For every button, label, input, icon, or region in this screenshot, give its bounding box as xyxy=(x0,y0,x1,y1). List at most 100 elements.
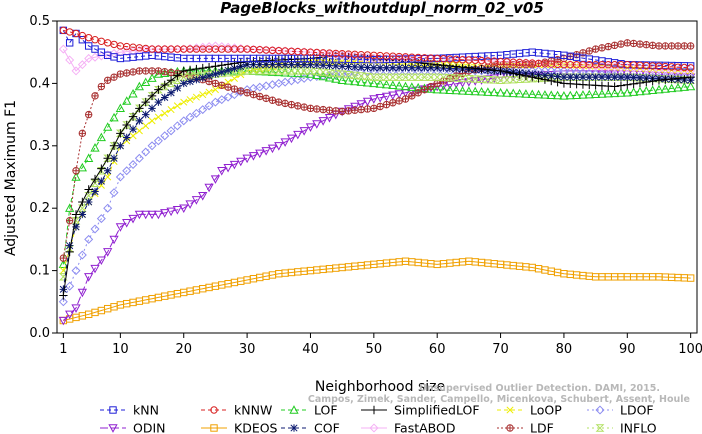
data-point xyxy=(103,122,113,131)
data-point xyxy=(185,200,195,209)
data-point xyxy=(179,116,189,126)
plot-layer: 0.0 0.1 0.2 0.3 0.4 0.5 1 10 20 30 40 50 60 70 80 90 100 xyxy=(29,14,702,357)
data-point xyxy=(604,73,612,81)
data-point xyxy=(343,76,354,85)
data-point xyxy=(407,73,417,81)
data-point xyxy=(476,86,487,96)
data-point xyxy=(294,102,302,110)
data-point xyxy=(565,60,575,70)
y-tick-label: 0.4 xyxy=(29,76,50,91)
data-point xyxy=(635,86,645,96)
data-point xyxy=(97,82,106,91)
data-point xyxy=(223,92,233,102)
data-point xyxy=(616,81,626,90)
data-point xyxy=(116,129,125,138)
data-point xyxy=(91,92,99,100)
data-point xyxy=(230,64,239,73)
data-point xyxy=(179,66,188,76)
data-point xyxy=(65,247,74,257)
data-point xyxy=(495,87,506,97)
data-point xyxy=(205,88,213,96)
data-point xyxy=(616,88,626,97)
data-point xyxy=(610,41,619,50)
data-point xyxy=(299,67,309,75)
data-point xyxy=(686,81,696,91)
data-point xyxy=(521,71,531,81)
data-point xyxy=(300,60,308,69)
legend-label: SimplifiedLOF xyxy=(394,403,480,418)
x-tick-label: 80 xyxy=(556,342,573,357)
data-point xyxy=(534,74,543,83)
data-point xyxy=(141,147,151,157)
data-point xyxy=(147,91,157,101)
data-point xyxy=(191,196,202,205)
data-point xyxy=(489,87,499,97)
data-point xyxy=(375,79,385,88)
data-point xyxy=(77,250,87,260)
data-point xyxy=(186,77,194,86)
data-point xyxy=(464,86,474,95)
data-point xyxy=(325,61,334,70)
data-point xyxy=(655,42,663,50)
data-point xyxy=(91,36,99,44)
data-point xyxy=(661,42,670,50)
data-point xyxy=(280,67,290,75)
data-point xyxy=(135,117,144,125)
data-point xyxy=(199,91,207,99)
series-loop xyxy=(59,58,695,275)
data-point xyxy=(58,273,68,281)
data-point xyxy=(395,64,403,72)
data-point xyxy=(173,102,181,110)
data-point xyxy=(71,304,81,313)
data-point xyxy=(413,73,423,81)
data-point xyxy=(350,102,360,112)
data-point xyxy=(502,76,512,84)
data-point xyxy=(667,83,677,93)
data-point xyxy=(370,104,378,113)
data-point xyxy=(667,42,676,50)
legend-label: LDOF xyxy=(620,403,654,418)
data-point xyxy=(623,73,631,81)
data-point xyxy=(147,141,157,151)
data-point xyxy=(636,74,644,82)
legend-marker xyxy=(290,424,298,432)
data-point xyxy=(255,67,265,75)
data-point xyxy=(369,78,379,88)
data-point xyxy=(84,33,93,42)
data-point xyxy=(116,70,125,78)
data-point xyxy=(142,67,150,75)
data-point xyxy=(160,68,170,77)
data-point xyxy=(211,79,220,88)
legend-marker xyxy=(369,423,379,433)
data-point xyxy=(248,152,259,161)
data-point xyxy=(332,62,340,70)
data-point xyxy=(134,81,145,91)
data-point xyxy=(362,77,373,87)
data-point xyxy=(318,117,328,126)
data-point xyxy=(300,103,308,111)
data-point xyxy=(363,105,372,113)
data-point xyxy=(261,67,271,76)
x-tick-label: 50 xyxy=(366,342,383,357)
credit-text-top: Unsupervised Outlier Detection. DAMI, 20… xyxy=(419,383,660,394)
data-point xyxy=(306,104,315,113)
data-point xyxy=(457,79,468,88)
data-point xyxy=(198,63,207,73)
data-point xyxy=(414,64,422,72)
y-tick-label: 0.1 xyxy=(29,264,50,279)
data-point xyxy=(211,70,220,78)
data-point xyxy=(294,60,302,69)
data-point xyxy=(356,77,366,86)
data-point xyxy=(78,210,87,219)
x-tick-label: 40 xyxy=(302,342,319,357)
data-point xyxy=(78,197,87,207)
data-point xyxy=(173,84,182,92)
data-point xyxy=(72,167,80,175)
x-axis-label: Neighborhood size xyxy=(315,379,445,395)
data-point xyxy=(129,125,137,133)
data-point xyxy=(116,142,125,150)
data-point xyxy=(230,74,238,82)
data-point xyxy=(249,67,258,75)
data-point xyxy=(324,114,335,123)
data-point xyxy=(109,141,119,150)
